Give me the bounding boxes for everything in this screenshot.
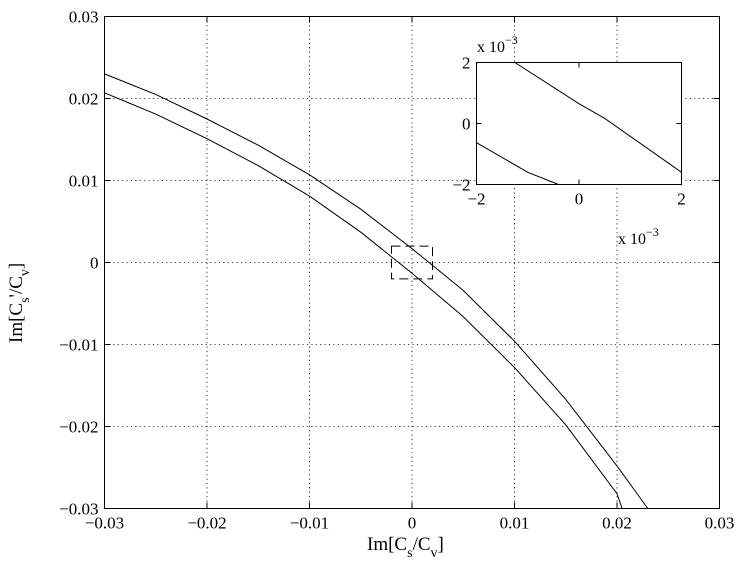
main-tick-labels: −0.03 −0.02 −0.01 0 0.01 0.02 0.03 −0.03 −0.02 −0… (59, 8, 734, 533)
inset-x-tick-label: 2 (677, 190, 686, 209)
x-axis-label: Im[Cs/Cv] (367, 534, 444, 561)
inset-y-exponent-power: −3 (505, 33, 518, 47)
y-tick-label: 0.02 (69, 90, 99, 109)
x-tick-label: −0.02 (187, 514, 226, 533)
x-tick-label: −0.03 (85, 514, 124, 533)
series-line-2 (104, 92, 623, 509)
x-tick-label: 0.02 (602, 514, 632, 533)
inset-y-tick-label: −2 (452, 176, 470, 195)
zoom-region-box (391, 245, 433, 280)
x-tick-label: 0 (408, 514, 417, 533)
inset-background (476, 62, 681, 184)
inset-curves (476, 62, 682, 185)
y-axis-label-sub1: s (18, 297, 33, 302)
inset-tick-labels: −2 0 2 −2 0 2 (452, 54, 685, 209)
inset-x-tick-label: 0 (575, 190, 584, 209)
x-tick-label: 0.01 (500, 514, 530, 533)
x-tick-label: −0.01 (290, 514, 329, 533)
inset-x-exponent-power: −3 (646, 225, 659, 239)
x-axis-label-sub1: s (407, 546, 412, 561)
inset-x-exponent-base: x 10 (618, 231, 646, 248)
x-tick-label: 0.03 (705, 514, 735, 533)
inset-x-tick-label: −2 (467, 190, 485, 209)
inset-y-exponent-base: x 10 (477, 39, 505, 56)
inset-x-exponent: x 10−3 (618, 225, 659, 248)
inset-plot: −2 0 2−202 x 10−3 x 10−3 (452, 33, 685, 248)
y-tick-label: 0.01 (69, 172, 99, 191)
main-ticks (104, 16, 720, 509)
main-curves (104, 73, 649, 509)
inset-y-exponent: x 10−3 (477, 33, 518, 56)
y-tick-label: −0.01 (59, 336, 98, 355)
y-tick-label: −0.02 (59, 418, 98, 437)
series-line-1 (104, 73, 649, 509)
inset-series-line-2 (476, 142, 559, 185)
main-grid (104, 16, 720, 509)
x-axis-label-sub2: v (431, 546, 438, 561)
inset-y-tick-label: 0 (462, 115, 471, 134)
inset-series-line-1 (514, 62, 682, 173)
inset-ticks (476, 62, 682, 185)
y-axis-label-sub2: v (18, 269, 33, 276)
y-tick-label: 0 (90, 254, 99, 273)
y-tick-label: 0.03 (69, 8, 99, 27)
y-axis-label: Im[Cs'/Cv] (6, 263, 33, 343)
inset-y-tick-label: 2 (462, 54, 471, 73)
y-tick-label: −0.03 (59, 500, 98, 519)
